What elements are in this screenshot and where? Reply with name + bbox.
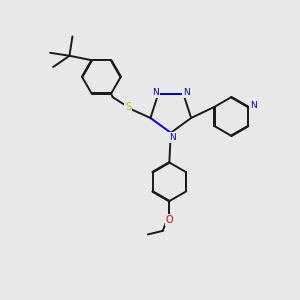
Text: O: O bbox=[166, 214, 173, 224]
Text: N: N bbox=[169, 133, 176, 142]
Text: N: N bbox=[152, 88, 159, 97]
Text: N: N bbox=[250, 101, 257, 110]
Text: S: S bbox=[125, 102, 131, 112]
Text: N: N bbox=[183, 88, 190, 97]
